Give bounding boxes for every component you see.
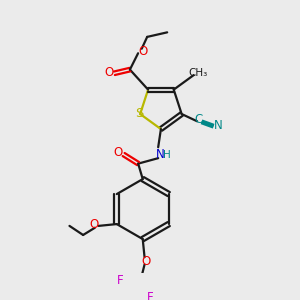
Text: F: F bbox=[117, 274, 123, 287]
Text: C: C bbox=[195, 113, 203, 126]
Text: N: N bbox=[214, 119, 222, 132]
Text: F: F bbox=[147, 291, 153, 300]
Text: CH₃: CH₃ bbox=[189, 68, 208, 78]
Text: N: N bbox=[156, 148, 164, 161]
Text: O: O bbox=[89, 218, 99, 232]
Text: O: O bbox=[142, 255, 151, 268]
Text: S: S bbox=[135, 106, 143, 120]
Text: O: O bbox=[104, 66, 114, 79]
Text: H: H bbox=[164, 149, 171, 160]
Text: O: O bbox=[114, 146, 123, 159]
Text: O: O bbox=[138, 45, 147, 58]
